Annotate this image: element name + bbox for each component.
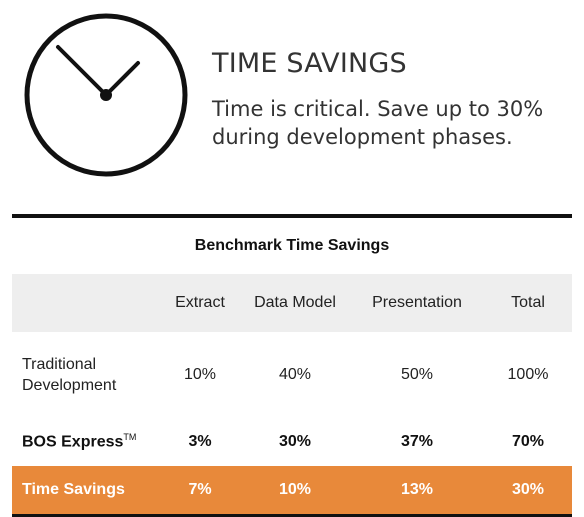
row-label-time-savings: Time Savings	[22, 481, 125, 498]
table-top-rule	[12, 214, 572, 218]
cell-bos-extract: 3%	[188, 433, 212, 450]
cell-bos-total: 70%	[511, 433, 545, 450]
cell-traditional-extract: 10%	[183, 366, 217, 383]
trademark-mark: TM	[123, 432, 137, 443]
page-title: TIME SAVINGS	[212, 48, 407, 79]
cell-savings-data-model: 10%	[278, 481, 312, 498]
cell-traditional-total: 100%	[507, 366, 549, 383]
table-header-row: Extract Data Model Presentation Total	[12, 274, 572, 332]
benchmark-table: Benchmark Time Savings Extract Data Mode…	[12, 214, 572, 517]
column-header-presentation: Presentation	[372, 294, 462, 311]
table-row-bos-express: BOS ExpressTM 3% 30% 37% 70%	[12, 418, 572, 466]
cell-savings-presentation: 13%	[400, 481, 434, 498]
cell-savings-total: 30%	[511, 481, 545, 498]
cell-bos-presentation: 37%	[400, 433, 434, 450]
column-header-total: Total	[511, 294, 545, 311]
table-caption: Benchmark Time Savings	[194, 237, 390, 254]
cell-traditional-presentation: 50%	[400, 366, 434, 383]
cell-bos-data-model: 30%	[278, 433, 312, 450]
row-label-bos-express: BOS ExpressTM	[12, 432, 160, 451]
bos-express-name: BOS Express	[22, 433, 124, 451]
column-header-data-model: Data Model	[254, 294, 336, 311]
cell-savings-extract: 7%	[188, 481, 212, 498]
tagline-text: Time is critical. Save up to 30% during …	[212, 97, 544, 149]
column-header-extract: Extract	[175, 294, 225, 311]
cell-traditional-data-model: 40%	[278, 366, 312, 383]
table-row-traditional: Traditional Development 10% 40% 50% 100%	[12, 332, 572, 418]
row-label-traditional: Traditional Development	[22, 356, 117, 394]
table-row-time-savings: Time Savings 7% 10% 13% 30%	[12, 466, 572, 514]
clock-icon	[24, 13, 188, 177]
